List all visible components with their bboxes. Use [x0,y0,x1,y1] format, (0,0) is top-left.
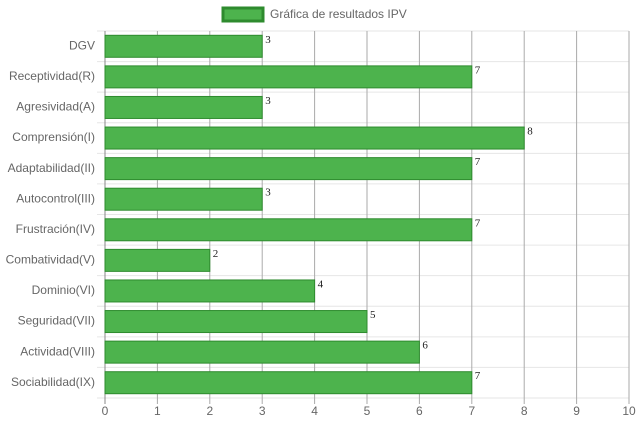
value-label: 7 [475,370,481,382]
bar [104,340,420,364]
x-tick-label: 1 [154,404,161,418]
value-label: 7 [475,217,481,229]
value-label: 6 [422,340,428,352]
bar [104,218,473,242]
y-tick-label: Seguridad(VII) [18,314,95,328]
y-tick-label: DGV [69,38,95,52]
x-tick-label: 2 [206,404,213,418]
y-tick-label: Comprensión(I) [12,130,95,144]
bar [104,157,473,181]
legend-swatch [221,6,265,23]
x-tick-label: 5 [364,404,371,418]
value-label: 3 [265,187,271,199]
value-label: 4 [318,278,324,290]
value-label: 3 [265,95,271,107]
x-tick-label: 0 [102,404,109,418]
bar [104,65,473,89]
y-tick-label: Dominio(VI) [32,283,95,297]
y-tick-label: Frustración(IV) [16,222,95,236]
y-tick-label: Adaptabilidad(II) [8,161,95,175]
x-tick-label: 4 [311,404,318,418]
legend-label: Gráfica de resultados IPV [270,7,407,21]
value-label: 2 [213,248,219,260]
value-label: 5 [370,309,376,321]
y-tick-label: Autocontrol(III) [16,191,95,205]
x-tick-label: 8 [521,404,528,418]
value-label: 7 [475,156,481,168]
x-tick-label: 6 [416,404,423,418]
x-tick-label: 3 [259,404,266,418]
bar [104,371,473,395]
bar [104,95,263,119]
bar [104,126,525,150]
y-tick-label: Receptividad(R) [9,69,95,83]
value-label: 3 [265,34,271,46]
bar [104,248,211,272]
y-tick-label: Combatividad(V) [6,253,95,267]
x-tick-label: 9 [573,404,580,418]
y-tick-label: Sociabilidad(IX) [11,375,95,389]
value-label: 8 [527,126,533,138]
bar [104,279,316,303]
value-label: 7 [475,64,481,76]
x-tick-label: 10 [622,404,636,418]
x-tick-label: 7 [468,404,475,418]
y-tick-label: Agresividad(A) [16,100,95,114]
bar [104,187,263,211]
bar [104,310,368,334]
y-tick-label: Actividad(VIII) [20,344,95,358]
bar [104,34,263,58]
